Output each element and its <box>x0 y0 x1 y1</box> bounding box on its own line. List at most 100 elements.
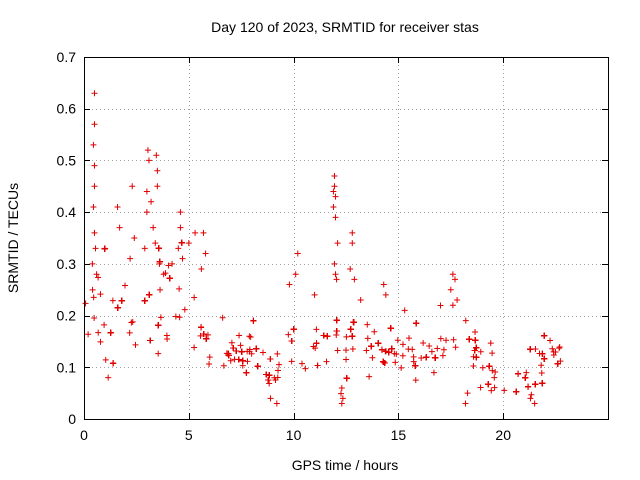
data-point <box>449 271 456 278</box>
data-point <box>450 336 457 343</box>
data-point <box>126 329 133 336</box>
data-point <box>343 375 350 382</box>
data-point <box>492 369 499 376</box>
data-points <box>82 90 564 407</box>
data-point <box>273 400 280 407</box>
data-point <box>523 369 530 376</box>
data-point <box>349 240 356 247</box>
data-point <box>454 297 461 304</box>
data-point <box>302 365 309 372</box>
data-point <box>102 356 109 363</box>
data-point <box>330 188 337 195</box>
data-point <box>267 395 274 402</box>
data-point <box>259 349 266 356</box>
data-point <box>91 121 98 128</box>
data-point <box>331 183 338 190</box>
data-point <box>556 343 563 350</box>
data-point <box>381 360 388 367</box>
data-point <box>405 335 412 342</box>
data-point <box>334 240 341 247</box>
data-point <box>176 285 183 292</box>
data-point <box>91 162 98 169</box>
data-point <box>368 343 375 350</box>
data-point <box>387 325 394 332</box>
data-point <box>236 332 243 339</box>
data-point <box>432 354 439 361</box>
data-point <box>122 282 129 289</box>
data-point <box>275 367 282 374</box>
data-point <box>227 357 234 364</box>
data-point <box>107 329 114 336</box>
data-point <box>131 235 138 241</box>
data-point <box>165 262 172 269</box>
data-point <box>338 390 345 397</box>
data-point <box>230 345 237 352</box>
data-point <box>290 326 297 333</box>
data-point <box>339 395 346 402</box>
data-point <box>487 340 494 347</box>
data-point <box>477 384 484 391</box>
data-point <box>200 330 207 337</box>
data-point <box>101 245 108 252</box>
data-point <box>423 354 430 361</box>
data-point <box>157 286 164 293</box>
data-point <box>235 356 242 363</box>
data-point <box>267 355 274 362</box>
x-tick-label: 20 <box>495 427 511 443</box>
data-point <box>313 326 320 333</box>
data-point <box>91 314 98 321</box>
data-point <box>239 357 246 364</box>
data-point <box>532 381 539 388</box>
data-point <box>434 345 441 352</box>
data-point <box>324 333 331 340</box>
data-point <box>91 183 98 190</box>
data-point <box>488 387 495 394</box>
data-point <box>338 400 345 407</box>
data-point <box>485 381 492 388</box>
data-point <box>486 363 493 370</box>
data-point <box>439 352 446 359</box>
data-point <box>292 271 299 278</box>
data-point <box>132 341 139 348</box>
data-point <box>470 363 477 369</box>
data-point <box>116 224 123 231</box>
data-point <box>323 358 330 365</box>
data-point <box>141 297 148 304</box>
data-point <box>451 276 458 283</box>
data-point <box>313 340 320 347</box>
data-point <box>97 338 104 345</box>
data-point <box>204 331 211 338</box>
data-point <box>440 346 447 353</box>
data-point <box>90 294 97 301</box>
data-point <box>331 172 338 179</box>
grid-lines <box>84 57 608 419</box>
x-tick-label: 10 <box>286 427 302 443</box>
data-point <box>225 350 232 357</box>
data-point <box>531 400 538 407</box>
data-point <box>288 337 295 344</box>
data-point <box>90 203 97 210</box>
data-point <box>254 363 261 370</box>
data-point <box>420 339 427 346</box>
data-point <box>331 260 338 267</box>
data-point <box>91 90 98 97</box>
data-point <box>177 209 184 216</box>
data-point <box>237 342 244 349</box>
data-point <box>392 359 399 366</box>
data-point <box>349 333 356 340</box>
data-point <box>471 347 478 354</box>
data-point <box>243 369 250 376</box>
data-point <box>95 274 102 281</box>
data-point <box>220 362 227 369</box>
data-point <box>343 333 350 340</box>
data-point <box>342 347 349 354</box>
data-point <box>320 332 327 339</box>
data-point <box>154 183 161 190</box>
x-tick-label: 0 <box>80 427 88 443</box>
y-tick-label: 0.5 <box>57 152 77 168</box>
data-point <box>197 332 204 339</box>
data-point <box>330 203 337 210</box>
data-point <box>491 384 498 391</box>
data-point <box>449 302 456 309</box>
data-point <box>401 307 408 314</box>
